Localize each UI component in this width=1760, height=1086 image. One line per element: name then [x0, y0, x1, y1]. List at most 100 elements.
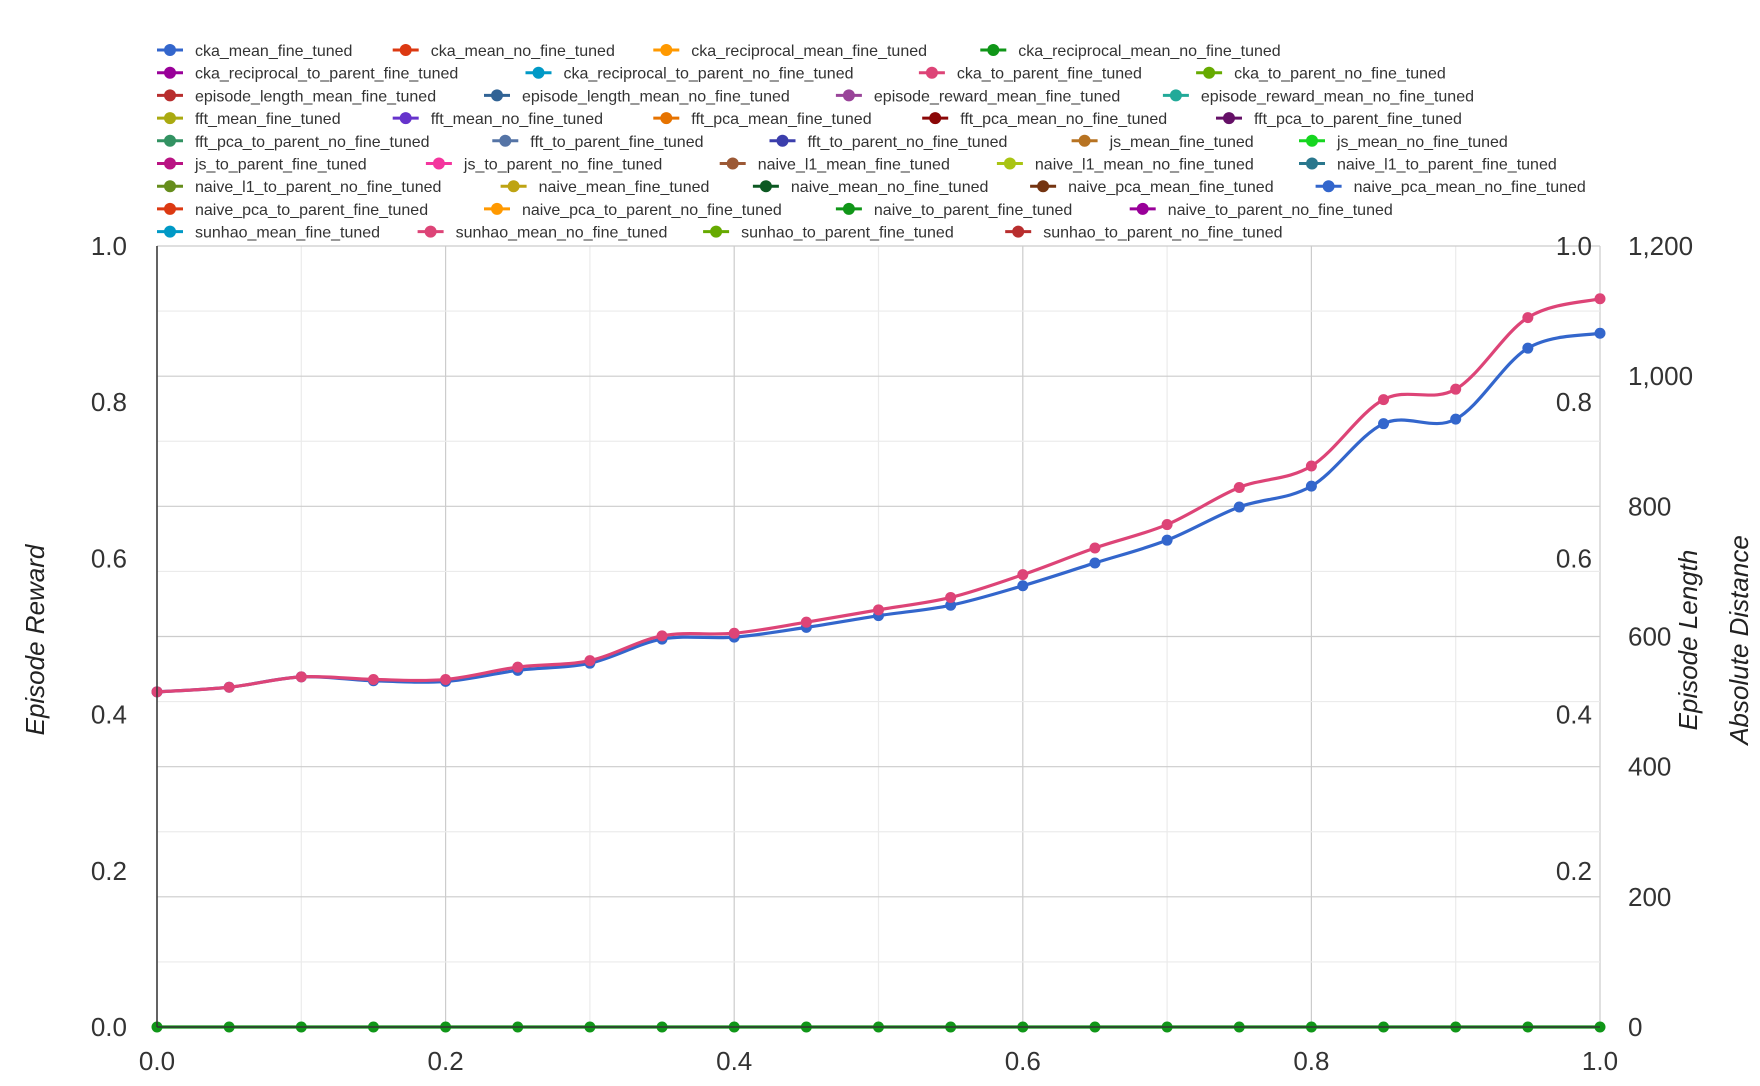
legend-item[interactable]: naive_l1_to_parent_fine_tuned	[1299, 157, 1557, 174]
legend-item[interactable]: js_to_parent_no_fine_tuned	[425, 157, 662, 174]
legend-label: cka_to_parent_no_fine_tuned	[1234, 66, 1446, 83]
legend-item[interactable]: sunhao_to_parent_no_fine_tuned	[1005, 225, 1283, 242]
legend-item[interactable]: cka_reciprocal_mean_fine_tuned	[653, 43, 927, 60]
legend-item[interactable]: cka_to_parent_fine_tuned	[918, 66, 1142, 83]
data-point[interactable]	[512, 661, 524, 673]
data-point[interactable]	[945, 599, 957, 611]
legend-item[interactable]: cka_mean_no_fine_tuned	[392, 43, 615, 60]
legend-item[interactable]: naive_l1_mean_fine_tuned	[719, 157, 950, 174]
legend-swatch-marker	[399, 112, 412, 125]
legend-swatch-marker	[491, 202, 503, 215]
legend-item[interactable]: episode_length_mean_no_fine_tuned	[484, 88, 790, 105]
data-point[interactable]	[873, 604, 884, 616]
data-point[interactable]	[367, 673, 379, 685]
legend-item[interactable]: naive_to_parent_no_fine_tuned	[1129, 202, 1393, 219]
y-right-length-tick-label: 1,000	[1628, 361, 1693, 391]
legend-item[interactable]: naive_mean_fine_tuned	[500, 179, 710, 196]
legend-swatch-marker	[164, 225, 176, 238]
legend-item[interactable]: cka_reciprocal_to_parent_fine_tuned	[157, 66, 458, 83]
legend-item[interactable]: fft_mean_no_fine_tuned	[392, 111, 603, 128]
legend-label: naive_pca_mean_fine_tuned	[1068, 179, 1274, 196]
data-point[interactable]	[945, 591, 957, 603]
legend-item[interactable]: cka_reciprocal_to_parent_no_fine_tuned	[525, 66, 854, 83]
legend-label: fft_pca_to_parent_no_fine_tuned	[195, 134, 430, 151]
x-tick-label: 1.0	[1582, 1046, 1618, 1076]
legend-swatch-marker	[1169, 89, 1182, 102]
legend-item[interactable]: fft_to_parent_no_fine_tuned	[769, 134, 1008, 151]
data-point[interactable]	[440, 673, 452, 685]
legend-label: naive_l1_to_parent_no_fine_tuned	[195, 179, 441, 196]
legend-item[interactable]: js_mean_no_fine_tuned	[1299, 134, 1508, 151]
legend-item[interactable]: fft_to_parent_fine_tuned	[492, 134, 703, 151]
data-point[interactable]	[1378, 394, 1390, 406]
data-point[interactable]	[1161, 519, 1173, 531]
legend-swatch-marker	[507, 180, 520, 193]
data-point[interactable]	[1450, 413, 1462, 425]
legend-label: js_to_parent_fine_tuned	[194, 157, 367, 174]
data-point[interactable]	[1594, 293, 1606, 305]
legend-label: js_to_parent_no_fine_tuned	[463, 157, 662, 174]
legend-label: sunhao_mean_fine_tuned	[195, 225, 380, 242]
y-right-length-tick-label: 200	[1628, 882, 1671, 912]
legend-item[interactable]: fft_pca_to_parent_fine_tuned	[1216, 111, 1462, 128]
data-point[interactable]	[1522, 342, 1534, 354]
legend-swatch-marker	[842, 202, 855, 215]
legend-swatch-marker	[499, 134, 512, 147]
legend-item[interactable]: js_mean_fine_tuned	[1071, 134, 1254, 151]
data-point[interactable]	[1089, 557, 1101, 569]
legend-item[interactable]: naive_l1_mean_no_fine_tuned	[996, 157, 1254, 174]
data-point[interactable]	[1450, 383, 1462, 395]
legend-swatch-marker	[164, 66, 176, 79]
legend-item[interactable]: naive_pca_to_parent_fine_tuned	[157, 202, 428, 219]
data-point[interactable]	[1305, 480, 1317, 492]
legend-item[interactable]: naive_to_parent_fine_tuned	[835, 202, 1072, 219]
legend-item[interactable]: naive_pca_mean_fine_tuned	[1030, 179, 1274, 196]
y-left-tick-label: 0.0	[91, 1012, 127, 1042]
data-point[interactable]	[295, 671, 307, 683]
data-point[interactable]	[800, 616, 812, 628]
data-point[interactable]	[1017, 569, 1029, 581]
legend-item[interactable]: naive_pca_to_parent_no_fine_tuned	[484, 202, 782, 219]
legend-label: episode_length_mean_no_fine_tuned	[522, 88, 790, 105]
legend-swatch-marker	[164, 134, 176, 147]
legend-label: js_mean_no_fine_tuned	[1336, 134, 1508, 151]
legend-swatch-marker	[925, 66, 938, 79]
y-left-tick-label: 0.8	[91, 387, 127, 417]
legend-label: naive_l1_to_parent_fine_tuned	[1337, 157, 1557, 174]
legend-swatch-marker	[164, 89, 176, 102]
legend-swatch-marker	[1037, 180, 1050, 193]
legend-item[interactable]: sunhao_to_parent_fine_tuned	[703, 225, 954, 242]
data-point[interactable]	[1089, 542, 1101, 554]
legend-item[interactable]: fft_mean_fine_tuned	[157, 111, 341, 128]
legend-item[interactable]: naive_pca_mean_no_fine_tuned	[1315, 179, 1586, 196]
legend-item[interactable]: episode_reward_mean_fine_tuned	[835, 88, 1120, 105]
data-point[interactable]	[1305, 460, 1317, 472]
legend-item[interactable]: cka_to_parent_no_fine_tuned	[1196, 66, 1446, 83]
legend-item[interactable]: sunhao_mean_fine_tuned	[157, 225, 380, 242]
legend-item[interactable]: naive_l1_to_parent_no_fine_tuned	[157, 179, 441, 196]
data-point[interactable]	[223, 681, 235, 693]
data-point[interactable]	[1233, 481, 1245, 493]
y-right-distance-tick-label: 0.8	[1556, 387, 1592, 417]
data-point[interactable]	[1522, 312, 1534, 324]
legend-label: cka_reciprocal_to_parent_no_fine_tuned	[564, 66, 854, 83]
legend-item[interactable]: sunhao_mean_no_fine_tuned	[417, 225, 668, 242]
legend-item[interactable]: episode_reward_mean_no_fine_tuned	[1162, 88, 1474, 105]
data-point[interactable]	[1233, 501, 1245, 513]
legend-item[interactable]: episode_length_mean_fine_tuned	[157, 88, 436, 105]
legend-item[interactable]: fft_pca_mean_no_fine_tuned	[922, 111, 1167, 128]
data-point[interactable]	[728, 627, 740, 639]
legend-item[interactable]: cka_reciprocal_mean_no_fine_tuned	[980, 43, 1281, 60]
data-point[interactable]	[584, 655, 596, 667]
legend-item[interactable]: cka_mean_fine_tuned	[157, 43, 352, 60]
data-point[interactable]	[1378, 418, 1390, 430]
data-point[interactable]	[1594, 327, 1606, 339]
legend-item[interactable]: fft_pca_to_parent_no_fine_tuned	[157, 134, 430, 151]
legend-item[interactable]: naive_mean_no_fine_tuned	[752, 179, 989, 196]
legend-item[interactable]: js_to_parent_fine_tuned	[157, 157, 367, 174]
data-point[interactable]	[1017, 580, 1029, 592]
data-point[interactable]	[1161, 534, 1173, 546]
legend-item[interactable]: fft_pca_mean_fine_tuned	[653, 111, 872, 128]
data-point[interactable]	[656, 630, 668, 642]
x-tick-label: 0.6	[1005, 1046, 1041, 1076]
